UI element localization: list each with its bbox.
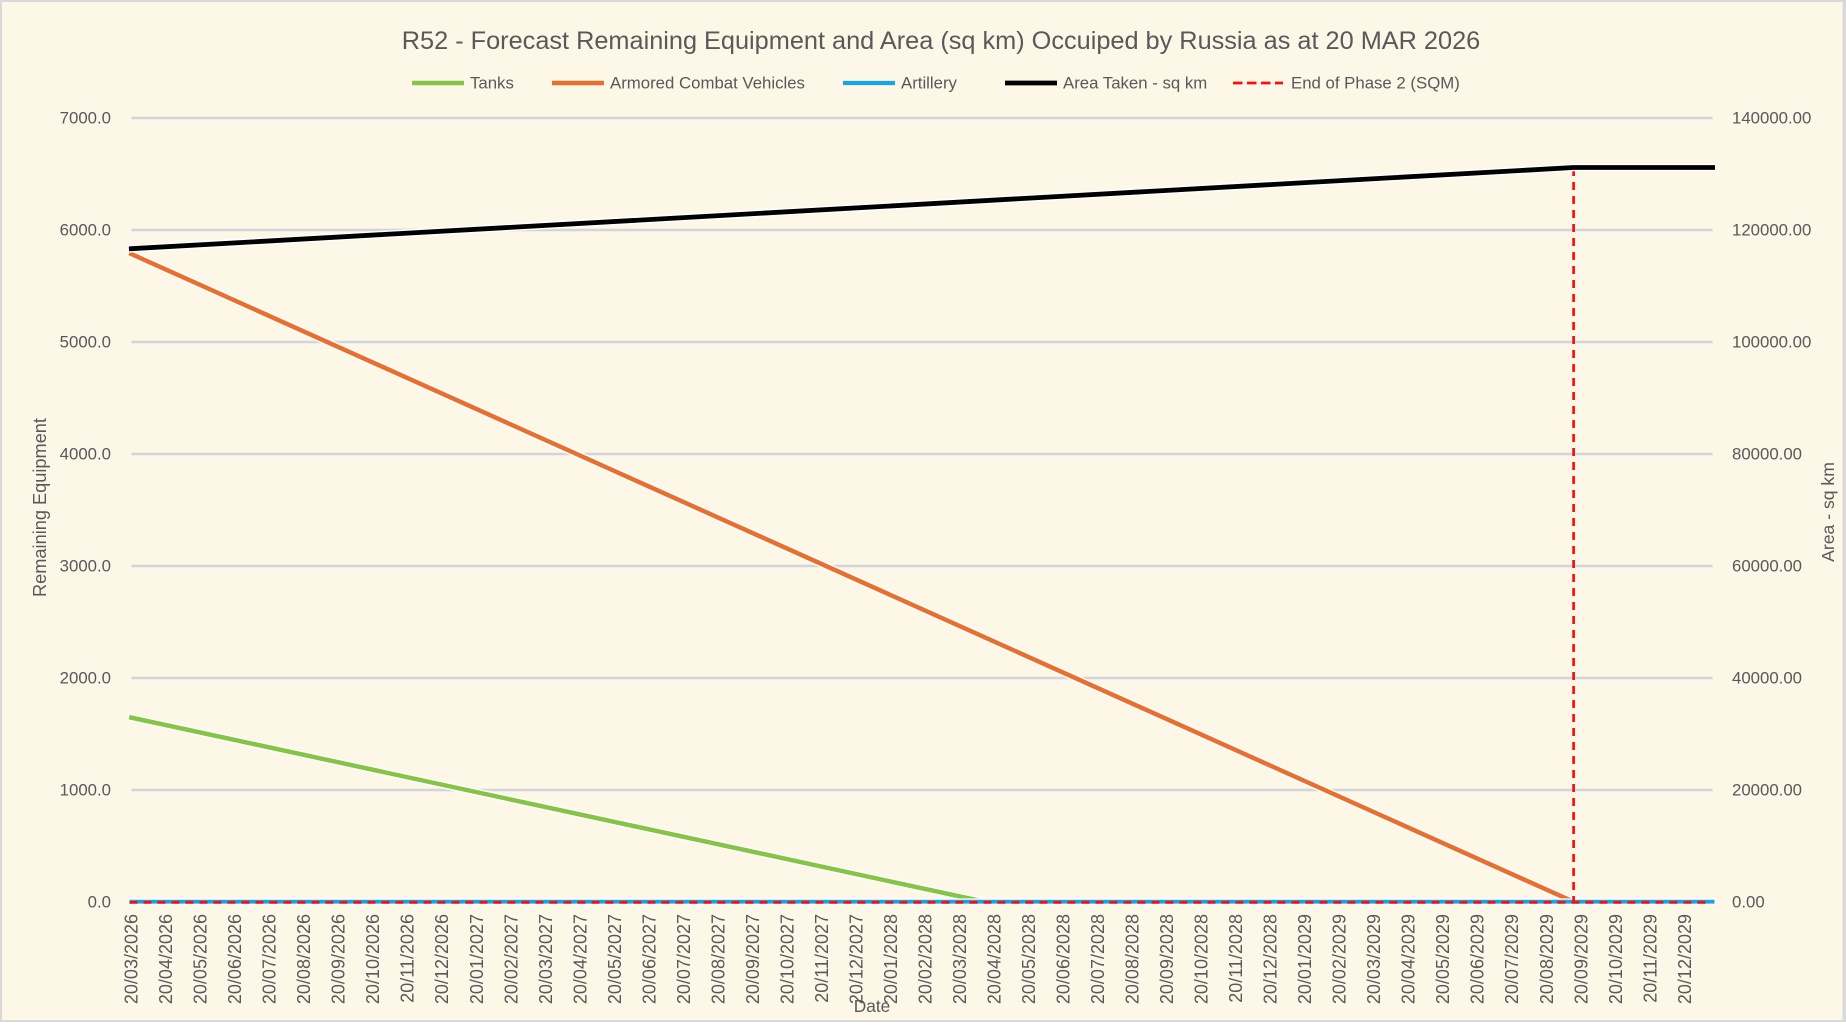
svg-text:20/02/2028: 20/02/2028 xyxy=(916,914,936,1004)
svg-text:20/06/2029: 20/06/2029 xyxy=(1468,914,1488,1004)
svg-text:20/02/2027: 20/02/2027 xyxy=(501,914,521,1004)
svg-text:20/09/2028: 20/09/2028 xyxy=(1157,914,1177,1004)
svg-text:20/04/2027: 20/04/2027 xyxy=(570,914,590,1004)
svg-text:20/06/2028: 20/06/2028 xyxy=(1054,914,1074,1004)
svg-text:20/11/2029: 20/11/2029 xyxy=(1640,914,1660,1003)
svg-text:20/05/2027: 20/05/2027 xyxy=(605,914,625,1004)
svg-text:20/07/2029: 20/07/2029 xyxy=(1502,914,1522,1004)
svg-text:6000.0: 6000.0 xyxy=(60,221,111,240)
svg-text:20/09/2029: 20/09/2029 xyxy=(1571,914,1591,1004)
svg-text:20/10/2026: 20/10/2026 xyxy=(363,914,383,1004)
svg-text:20/08/2027: 20/08/2027 xyxy=(708,914,728,1004)
svg-text:20/08/2028: 20/08/2028 xyxy=(1123,914,1143,1004)
svg-text:20/07/2028: 20/07/2028 xyxy=(1088,914,1108,1004)
svg-text:20/07/2026: 20/07/2026 xyxy=(260,914,280,1004)
svg-text:5000.0: 5000.0 xyxy=(60,333,111,352)
svg-text:20/05/2026: 20/05/2026 xyxy=(191,914,211,1004)
svg-text:20/03/2028: 20/03/2028 xyxy=(950,914,970,1004)
svg-text:0.00: 0.00 xyxy=(1732,893,1765,912)
svg-text:20/04/2029: 20/04/2029 xyxy=(1399,914,1419,1004)
svg-text:20/09/2027: 20/09/2027 xyxy=(743,914,763,1004)
svg-text:20/09/2026: 20/09/2026 xyxy=(329,914,349,1004)
svg-text:20/04/2026: 20/04/2026 xyxy=(156,914,176,1004)
svg-text:20/03/2027: 20/03/2027 xyxy=(536,914,556,1004)
svg-text:100000.00: 100000.00 xyxy=(1732,333,1811,352)
svg-text:Date: Date xyxy=(854,996,891,1016)
svg-text:20/01/2027: 20/01/2027 xyxy=(467,914,487,1004)
svg-text:20/12/2028: 20/12/2028 xyxy=(1261,914,1281,1004)
svg-text:20/11/2026: 20/11/2026 xyxy=(398,914,418,1003)
svg-text:Tanks: Tanks xyxy=(470,74,514,93)
svg-text:Area - sq km: Area - sq km xyxy=(1818,462,1838,562)
svg-text:20/02/2029: 20/02/2029 xyxy=(1330,914,1350,1004)
svg-text:R52 - Forecast Remaining Equip: R52 - Forecast Remaining Equipment and A… xyxy=(402,27,1480,55)
svg-text:20/10/2029: 20/10/2029 xyxy=(1606,914,1626,1004)
svg-text:20000.00: 20000.00 xyxy=(1732,781,1802,800)
svg-text:20/08/2029: 20/08/2029 xyxy=(1537,914,1557,1004)
svg-text:End of Phase 2 (SQM): End of Phase 2 (SQM) xyxy=(1291,74,1460,93)
svg-text:20/12/2026: 20/12/2026 xyxy=(432,914,452,1004)
svg-text:Armored Combat Vehicles: Armored Combat Vehicles xyxy=(610,74,805,93)
svg-text:20/03/2026: 20/03/2026 xyxy=(122,914,142,1004)
svg-text:7000.0: 7000.0 xyxy=(60,109,111,128)
svg-text:60000.00: 60000.00 xyxy=(1732,557,1802,576)
svg-text:20/05/2029: 20/05/2029 xyxy=(1433,914,1453,1004)
svg-text:Artillery: Artillery xyxy=(901,74,958,93)
svg-text:Remaining Equipment: Remaining Equipment xyxy=(30,418,50,597)
svg-text:0.0: 0.0 xyxy=(88,893,111,912)
svg-text:20/07/2027: 20/07/2027 xyxy=(674,914,694,1004)
svg-text:20/03/2029: 20/03/2029 xyxy=(1364,914,1384,1004)
svg-text:20/06/2026: 20/06/2026 xyxy=(225,914,245,1004)
svg-text:1000.0: 1000.0 xyxy=(60,781,111,800)
svg-text:3000.0: 3000.0 xyxy=(60,557,111,576)
svg-text:2000.0: 2000.0 xyxy=(60,669,111,688)
svg-text:20/12/2029: 20/12/2029 xyxy=(1675,914,1695,1004)
svg-text:20/10/2028: 20/10/2028 xyxy=(1192,914,1212,1004)
svg-text:20/10/2027: 20/10/2027 xyxy=(777,914,797,1004)
svg-text:20/12/2027: 20/12/2027 xyxy=(846,914,866,1004)
svg-text:4000.0: 4000.0 xyxy=(60,445,111,464)
svg-text:20/11/2028: 20/11/2028 xyxy=(1226,914,1246,1003)
svg-text:20/04/2028: 20/04/2028 xyxy=(985,914,1005,1004)
svg-text:20/01/2028: 20/01/2028 xyxy=(881,914,901,1004)
svg-text:140000.00: 140000.00 xyxy=(1732,109,1811,128)
svg-text:120000.00: 120000.00 xyxy=(1732,221,1811,240)
svg-text:20/06/2027: 20/06/2027 xyxy=(639,914,659,1004)
svg-text:Area Taken - sq km: Area Taken - sq km xyxy=(1063,74,1207,93)
svg-text:20/05/2028: 20/05/2028 xyxy=(1019,914,1039,1004)
svg-text:20/08/2026: 20/08/2026 xyxy=(294,914,314,1004)
svg-text:40000.00: 40000.00 xyxy=(1732,669,1802,688)
svg-text:20/11/2027: 20/11/2027 xyxy=(812,914,832,1003)
svg-text:20/01/2029: 20/01/2029 xyxy=(1295,914,1315,1004)
svg-text:80000.00: 80000.00 xyxy=(1732,445,1802,464)
